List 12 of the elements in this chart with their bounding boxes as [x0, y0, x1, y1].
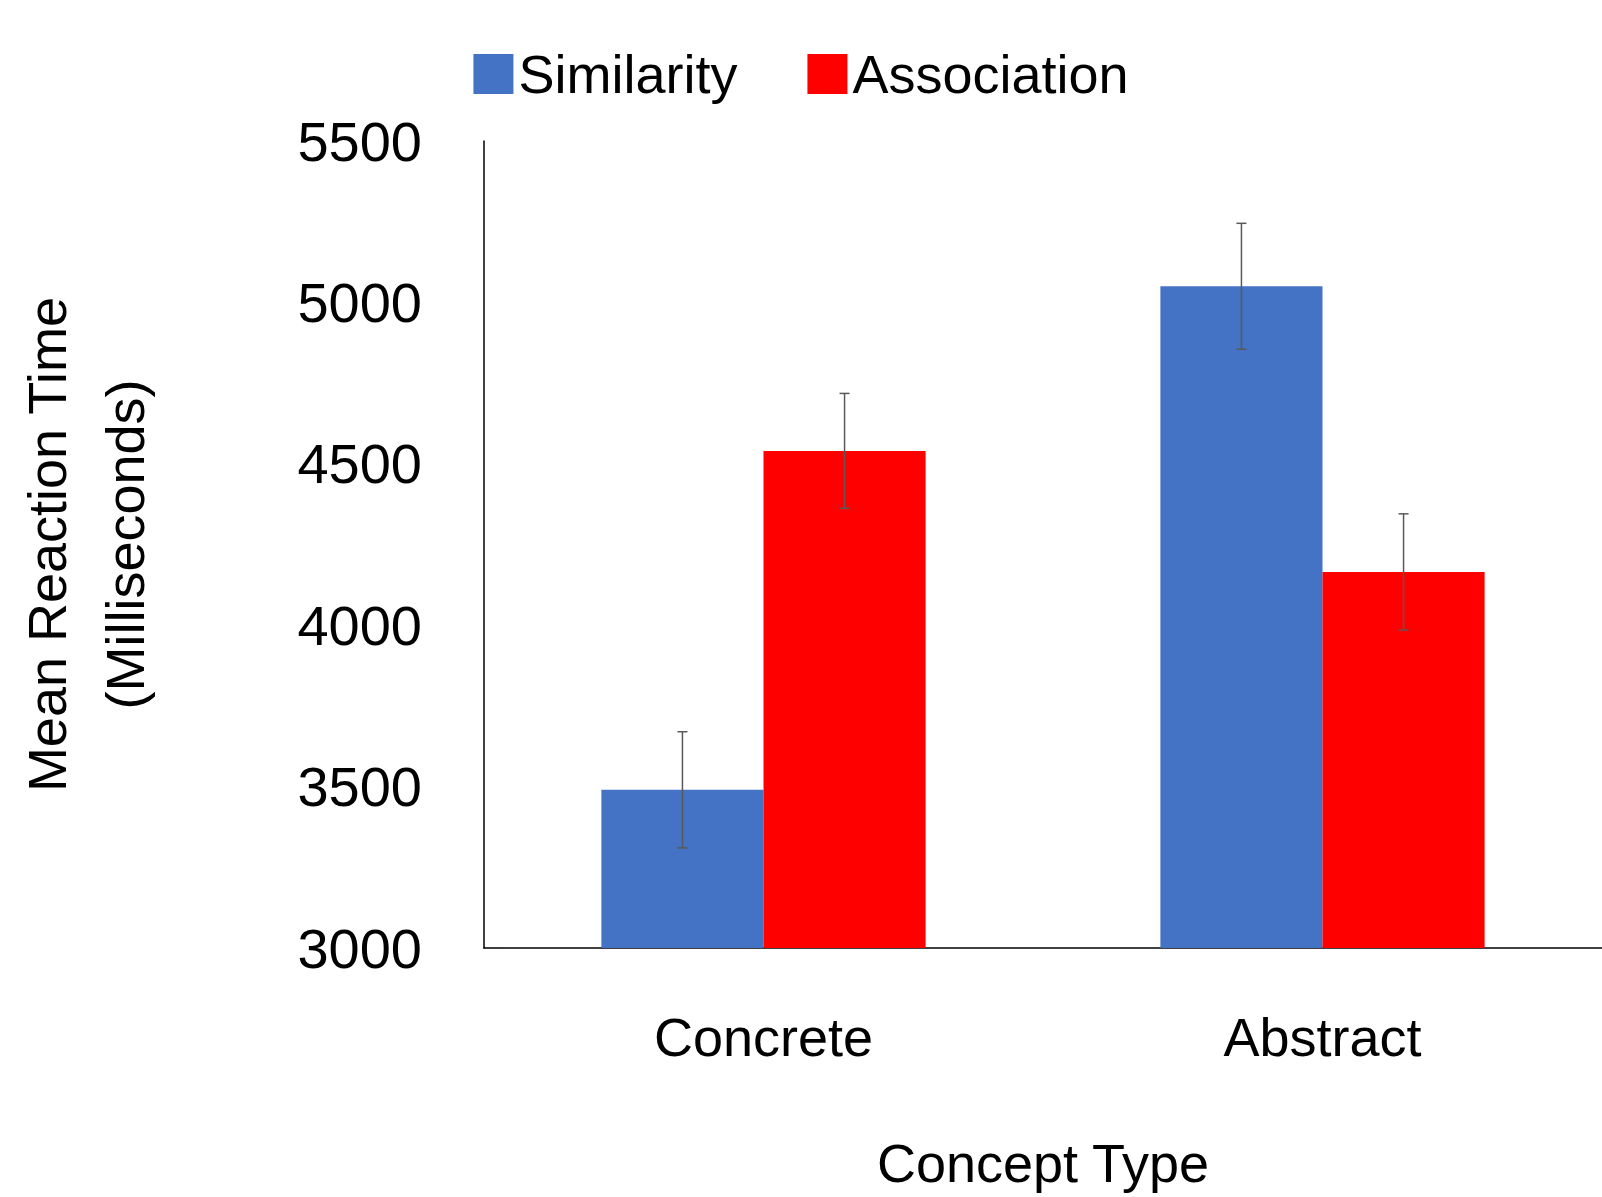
y-tick-label: 3500: [297, 755, 422, 819]
y-axis-title: Mean Reaction Time (Milliseconds): [17, 296, 155, 793]
x-tick-label: Abstract: [1223, 1007, 1422, 1067]
legend-label: Association: [852, 44, 1129, 104]
legend-label: Similarity: [518, 44, 738, 104]
y-tick-label: 5000: [297, 270, 422, 334]
y-tick-label: 5500: [297, 109, 422, 173]
y-tick-label: 4000: [297, 593, 422, 657]
y-tick-label: 3000: [297, 916, 422, 980]
x-tick-label: Concrete: [653, 1007, 874, 1067]
y-tick-label: 4500: [297, 432, 422, 496]
x-axis-title: Concept Type: [876, 1133, 1210, 1193]
